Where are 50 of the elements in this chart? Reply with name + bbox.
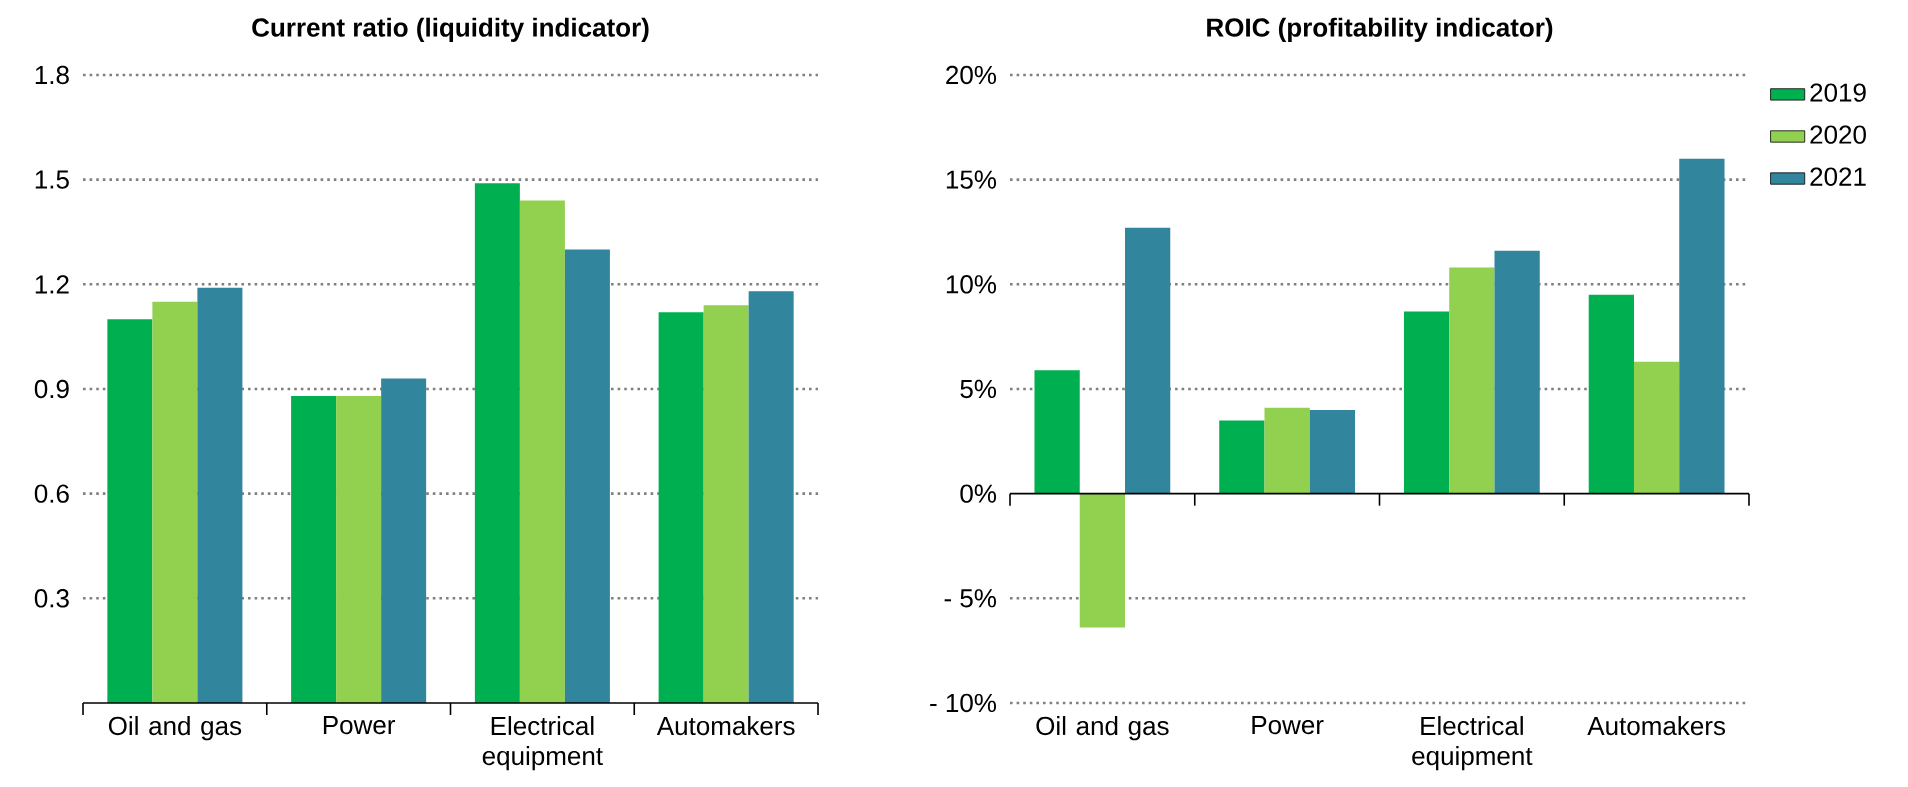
x-tick-label: Power bbox=[1252, 716, 1324, 735]
x-tick-label: Oil and gas bbox=[1036, 716, 1169, 741]
bar bbox=[519, 200, 565, 703]
x-tick-label: Automakers bbox=[1587, 716, 1726, 736]
legend-label: 2020 bbox=[1810, 125, 1866, 144]
y-tick-label: 0% bbox=[960, 484, 997, 503]
y-tick-label: 20% bbox=[946, 65, 997, 85]
bar bbox=[1679, 158, 1725, 494]
x-tick-label: Power bbox=[323, 716, 396, 735]
bar bbox=[381, 378, 427, 703]
bar bbox=[197, 287, 243, 703]
x-tick-label: Oil and gas bbox=[108, 716, 242, 741]
bar bbox=[474, 183, 520, 703]
x-tick-label: Electrical equipment bbox=[482, 716, 603, 771]
bar bbox=[1219, 420, 1265, 494]
chart-title: ROIC (profitability indicator) bbox=[1207, 17, 1553, 42]
y-tick-label: 10% bbox=[946, 275, 997, 294]
legend-label: 2019 bbox=[1810, 83, 1866, 102]
bar bbox=[336, 395, 382, 703]
bar bbox=[1633, 361, 1680, 494]
bar bbox=[152, 301, 198, 703]
x-tick-label: Electrical equipment bbox=[1412, 716, 1533, 771]
y-tick-label: 0.9 bbox=[34, 379, 69, 399]
bar bbox=[107, 319, 153, 703]
bar bbox=[1449, 267, 1495, 494]
bar bbox=[658, 312, 704, 703]
bar bbox=[291, 395, 337, 703]
y-tick-label: 1.5 bbox=[35, 170, 69, 189]
y-tick-label: 0.3 bbox=[34, 589, 69, 608]
chart-title: Current ratio (liquidity indicator) bbox=[252, 17, 649, 42]
y-tick-label: 15% bbox=[946, 170, 997, 189]
x-tick-label: Automakers bbox=[656, 716, 795, 736]
bar bbox=[1588, 294, 1634, 494]
bar bbox=[748, 291, 794, 703]
legend-label: 2021 bbox=[1810, 167, 1866, 186]
bar bbox=[1309, 409, 1356, 494]
y-tick-label: 1.2 bbox=[35, 275, 69, 294]
y-tick-label: 1.8 bbox=[35, 65, 69, 85]
y-tick-label: - 5% bbox=[944, 589, 996, 608]
y-tick-label: 0.6 bbox=[34, 484, 69, 503]
bar bbox=[564, 249, 610, 703]
bar bbox=[703, 305, 749, 703]
bar bbox=[1125, 227, 1171, 494]
bar bbox=[1403, 311, 1450, 494]
bar bbox=[1079, 493, 1126, 628]
bar bbox=[1034, 370, 1080, 494]
y-tick-label: 5% bbox=[960, 379, 997, 399]
bar bbox=[1494, 250, 1540, 494]
y-tick-label: - 10% bbox=[930, 693, 996, 713]
bar bbox=[1264, 407, 1310, 494]
